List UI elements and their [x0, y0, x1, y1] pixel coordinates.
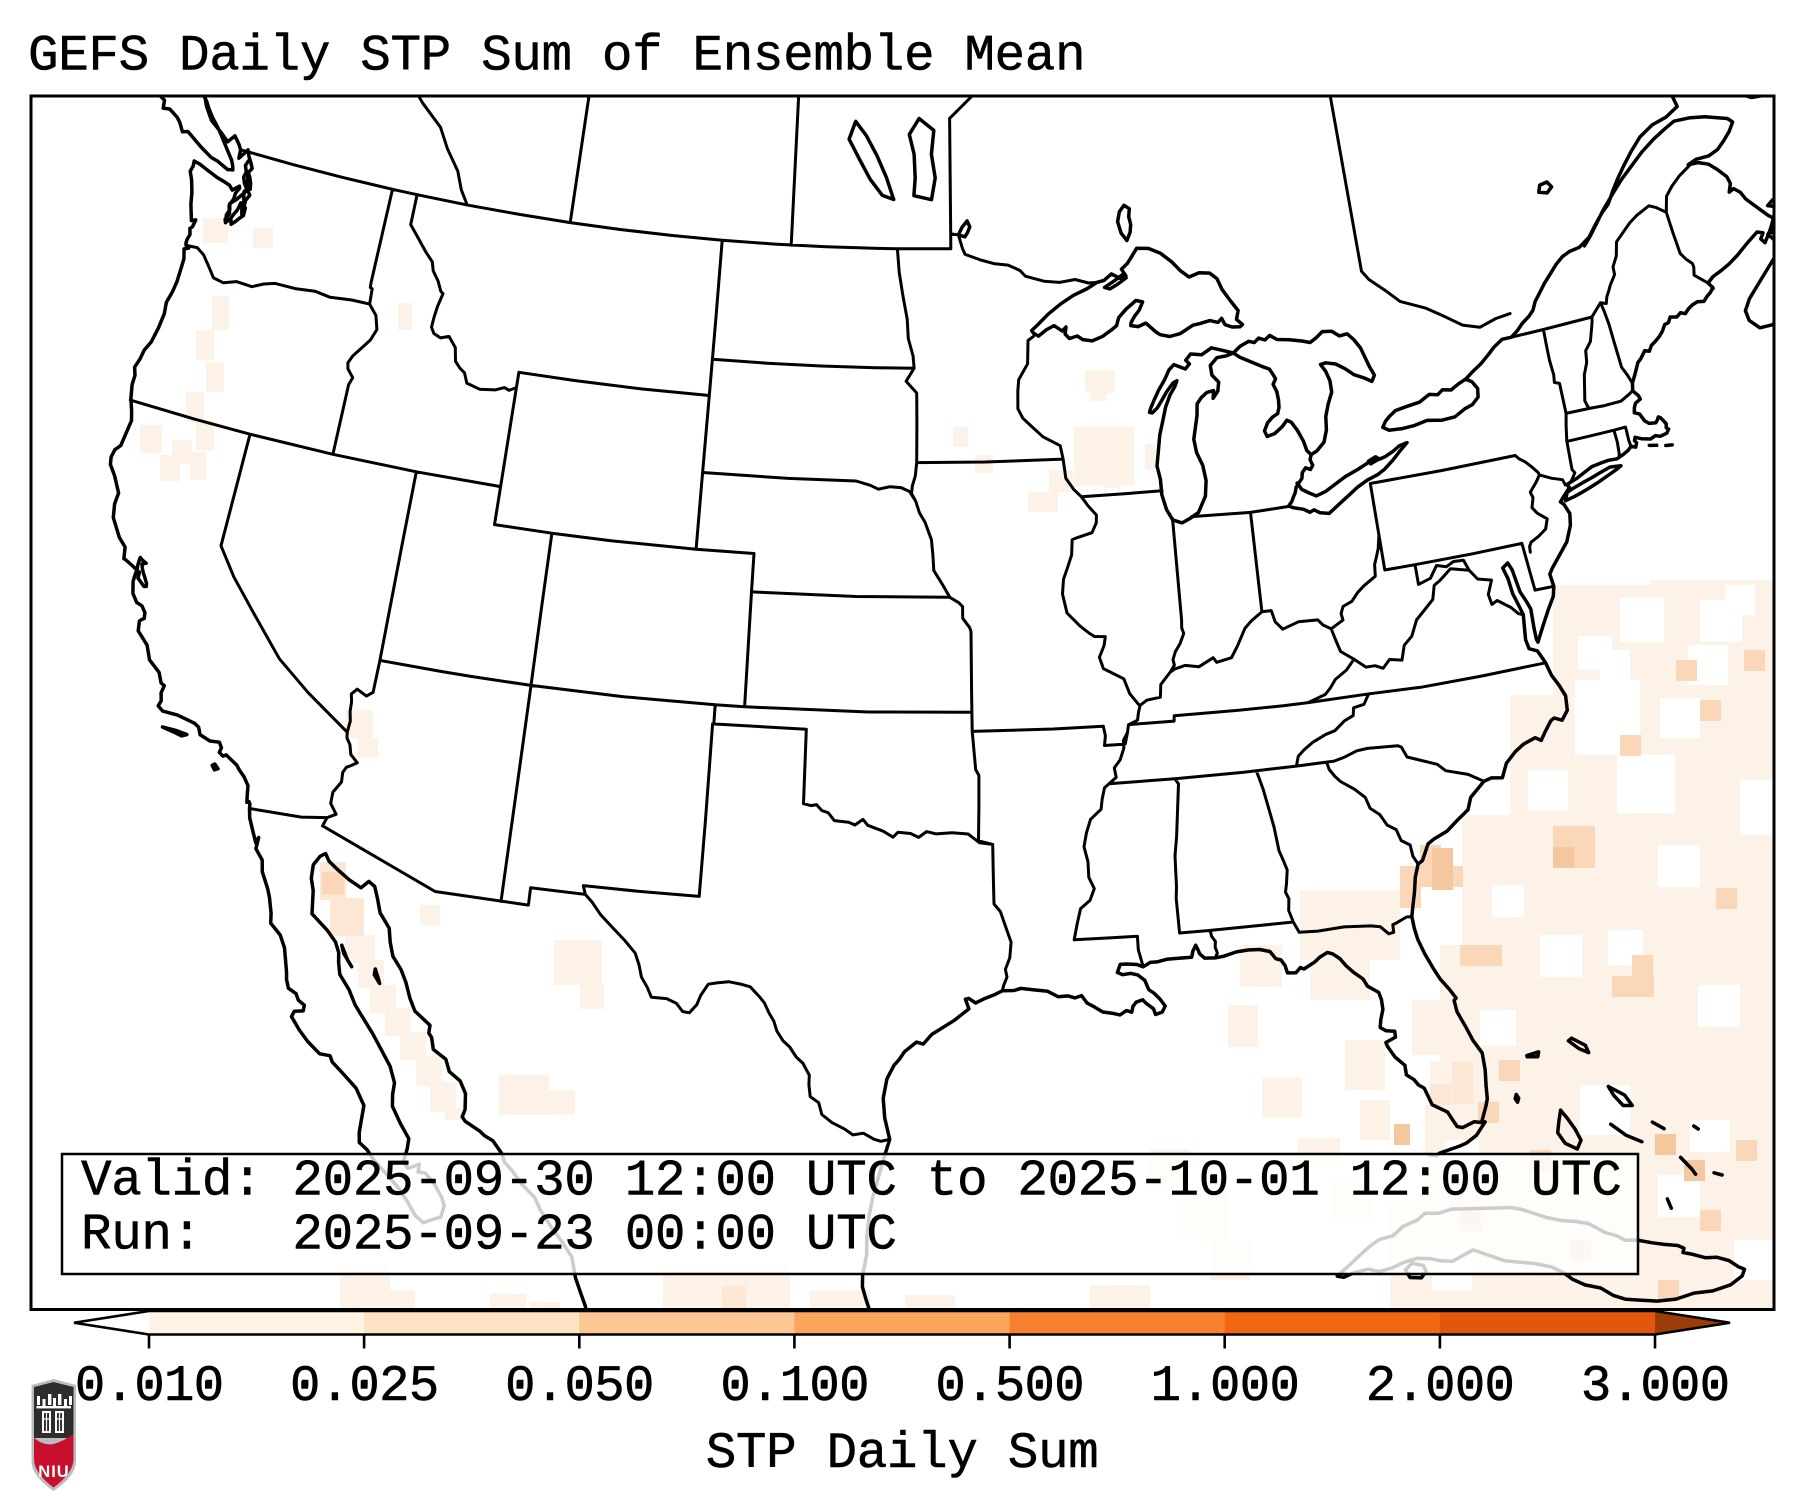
svg-text:0.500: 0.500 — [935, 1359, 1084, 1416]
svg-text:GEFS Daily STP Sum of Ensemble: GEFS Daily STP Sum of Ensemble Mean — [28, 29, 1085, 86]
svg-text:0.100: 0.100 — [720, 1359, 869, 1416]
svg-text:STP Daily Sum: STP Daily Sum — [706, 1426, 1099, 1483]
svg-text:1.000: 1.000 — [1151, 1359, 1300, 1416]
svg-text:Valid: 2025-09-30 12:00 UTC to: Valid: 2025-09-30 12:00 UTC to 2025-10-0… — [81, 1154, 1621, 1211]
svg-text:2.000: 2.000 — [1366, 1359, 1515, 1416]
svg-text:Run: 2025-09-23 00:00 UTC: Run: 2025-09-23 00:00 UTC — [81, 1208, 897, 1265]
svg-text:NIU: NIU — [38, 1463, 69, 1481]
